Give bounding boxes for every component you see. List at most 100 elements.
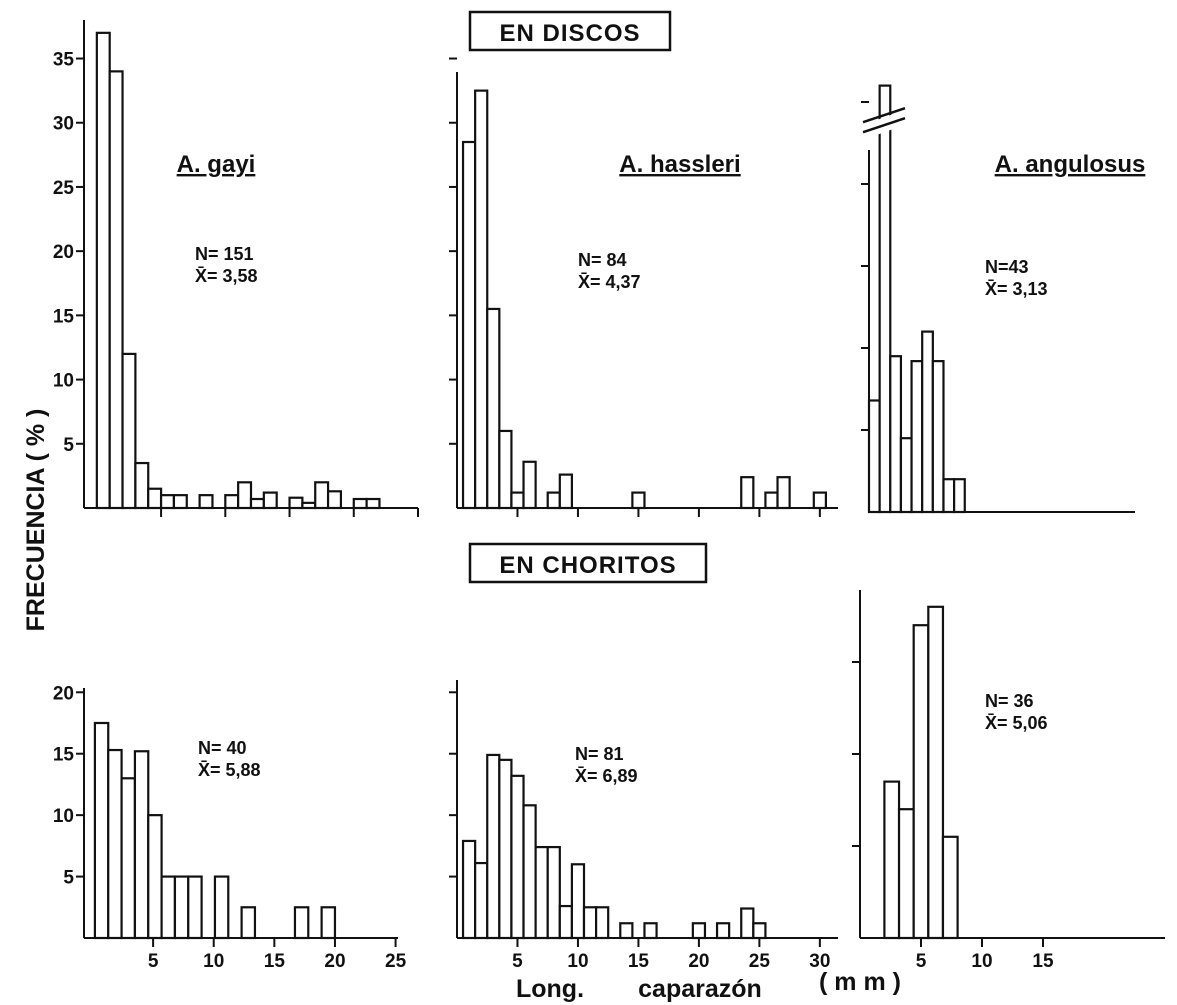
- species-label: A. angulosus: [995, 151, 1146, 178]
- histogram-bars: [461, 753, 767, 940]
- x-tick-label: 30: [809, 951, 830, 972]
- histogram-bar: [159, 494, 176, 510]
- histogram-bar: [301, 501, 317, 510]
- y-tick-label: 10: [53, 371, 74, 392]
- histogram-bar: [921, 330, 934, 514]
- mean-label: X̄= 5,88: [198, 760, 261, 780]
- histogram-bar: [522, 804, 537, 940]
- histogram-bar: [326, 490, 343, 510]
- histogram-bar: [172, 494, 188, 510]
- histogram-bar: [883, 780, 901, 940]
- histogram-bar: [558, 904, 574, 940]
- histogram-bar: [594, 906, 610, 940]
- x-tick-label: 20: [324, 951, 345, 972]
- histogram-bar: [198, 494, 214, 510]
- histogram-bar: [740, 476, 755, 510]
- histogram-bar: [942, 478, 956, 514]
- histogram-bar: [897, 808, 915, 940]
- histogram-bar: [570, 863, 586, 940]
- histogram-bar: [764, 491, 779, 510]
- histogram-bar: [510, 774, 525, 940]
- group-title-discos: EN DISCOS: [468, 10, 672, 52]
- y-tick-label: 5: [63, 868, 74, 889]
- y-tick-label: 15: [53, 745, 75, 766]
- histogram-panel: A. angulosus N=43X̄= 3,13: [861, 84, 1146, 514]
- x-tick-label: 5: [512, 951, 523, 972]
- histogram-bars: [95, 31, 381, 510]
- histogram-bar: [498, 429, 513, 510]
- x-tick-label: 10: [567, 951, 588, 972]
- x-tick-label: 15: [264, 951, 286, 972]
- histogram-bar: [461, 839, 477, 940]
- histogram-panel: A. hassleri N= 84X̄= 4,37: [449, 57, 838, 517]
- x-tick-label: 25: [385, 951, 407, 972]
- histogram-bar: [631, 491, 646, 510]
- x-tick-label: 5: [916, 951, 927, 972]
- histogram-bar: [120, 777, 137, 940]
- histogram-bar: [715, 922, 731, 940]
- histogram-bar: [293, 906, 310, 940]
- sample-size-label: N= 84: [578, 250, 627, 270]
- species-label: A. hassleri: [619, 151, 740, 178]
- histogram-bar: [224, 494, 240, 510]
- axis-break-mark: [862, 117, 906, 134]
- group-label-choritos: EN CHORITOS: [499, 552, 676, 579]
- histogram-bar: [320, 906, 337, 940]
- histogram-bar: [461, 140, 477, 510]
- x-tick-label: 15: [628, 951, 650, 972]
- histogram-bar: [187, 875, 203, 940]
- x-axis-title-part1: Long.: [516, 975, 584, 1003]
- histogram-bar: [953, 478, 966, 514]
- histogram-bar: [889, 355, 903, 514]
- y-tick-label: 20: [53, 683, 74, 704]
- histogram-bar: [134, 461, 150, 510]
- sample-size-label: N= 40: [198, 738, 247, 758]
- y-tick-label: 15: [53, 306, 75, 327]
- histogram-bar: [249, 497, 265, 510]
- histogram-bar: [314, 481, 330, 510]
- mean-label: X̄= 4,37: [578, 272, 641, 292]
- histogram-bar: [237, 481, 253, 510]
- histogram-bar: [546, 491, 561, 510]
- histogram-bar: [941, 835, 959, 940]
- x-tick-label: 15: [1032, 951, 1054, 972]
- histogram-panel: 5 10 15 N= 36X̄= 5,06: [852, 590, 1165, 972]
- histogram-bar: [927, 605, 945, 940]
- histogram-bar: [486, 753, 501, 940]
- histogram-bar: [619, 922, 634, 940]
- histogram-bar: [740, 907, 755, 940]
- histogram-bar: [582, 906, 598, 940]
- histogram-bar: [288, 496, 304, 510]
- y-tick-label: 30: [53, 114, 74, 135]
- x-tick-label: 10: [203, 951, 224, 972]
- histogram-bars: [883, 605, 959, 940]
- y-tick-label: 25: [53, 178, 75, 199]
- histogram-bar: [812, 491, 828, 510]
- histogram-bar: [133, 750, 150, 940]
- y-tick-label: 10: [53, 806, 74, 827]
- histogram-bar: [910, 360, 924, 514]
- histogram-bar: [107, 748, 123, 940]
- mean-label: X̄= 3,58: [195, 266, 258, 286]
- mean-label: X̄= 6,89: [575, 766, 638, 786]
- histogram-bars: [461, 89, 828, 510]
- histogram-bar: [173, 875, 190, 940]
- histogram-bar: [95, 31, 111, 510]
- histogram-bar: [643, 922, 658, 940]
- mean-label: X̄= 3,13: [985, 279, 1048, 299]
- histogram-bar: [498, 758, 513, 940]
- histogram-bar: [108, 70, 124, 510]
- histogram-bar: [691, 922, 707, 940]
- histogram-bar: [147, 487, 163, 510]
- x-tick-label: 10: [971, 951, 992, 972]
- histogram-bar: [912, 624, 930, 940]
- histogram-bars: [93, 721, 337, 940]
- histogram-bar: [352, 497, 368, 510]
- histogram-bar: [899, 437, 913, 514]
- sample-size-label: N= 151: [195, 244, 254, 264]
- y-tick-label: 35: [53, 50, 75, 71]
- histogram-bars: [867, 84, 966, 514]
- histogram-bar: [486, 307, 501, 510]
- x-tick-label: 20: [688, 951, 709, 972]
